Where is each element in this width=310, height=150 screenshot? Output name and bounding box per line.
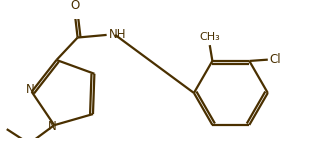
Text: CH₃: CH₃ <box>199 33 220 42</box>
Text: N: N <box>48 120 57 133</box>
Text: O: O <box>70 0 80 12</box>
Text: Cl: Cl <box>269 53 281 66</box>
Text: N: N <box>26 83 35 96</box>
Text: NH: NH <box>109 28 126 41</box>
